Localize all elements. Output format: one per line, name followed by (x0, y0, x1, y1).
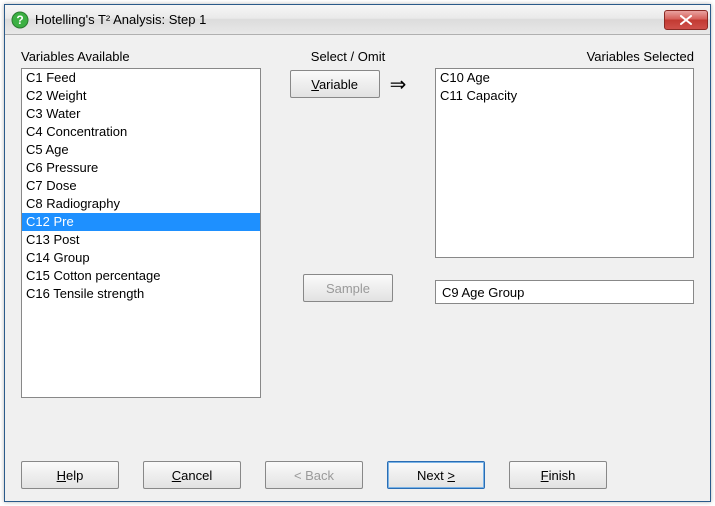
list-item[interactable]: C15 Cotton percentage (22, 267, 260, 285)
list-item[interactable]: C13 Post (22, 231, 260, 249)
selected-label: Variables Selected (435, 49, 694, 64)
back-button[interactable]: < Back (265, 461, 363, 489)
dialog-window: ? Hotelling's T² Analysis: Step 1 Variab… (4, 4, 711, 502)
variables-selected-listbox[interactable]: C10 AgeC11 Capacity (435, 68, 694, 258)
help-button[interactable]: Help (21, 461, 119, 489)
svg-text:?: ? (16, 13, 23, 27)
select-omit-label: Select / Omit (273, 49, 423, 64)
sample-button[interactable]: Sample (303, 274, 393, 302)
help-icon: ? (11, 11, 29, 29)
close-icon (680, 15, 692, 25)
close-button[interactable] (664, 10, 708, 30)
list-item[interactable]: C12 Pre (22, 213, 260, 231)
variable-button[interactable]: Variable (290, 70, 380, 98)
list-item[interactable]: C11 Capacity (436, 87, 693, 105)
dialog-content: Variables Available C1 FeedC2 WeightC3 W… (5, 35, 710, 501)
titlebar: ? Hotelling's T² Analysis: Step 1 (5, 5, 710, 35)
list-item[interactable]: C6 Pressure (22, 159, 260, 177)
list-item[interactable]: C16 Tensile strength (22, 285, 260, 303)
available-label: Variables Available (21, 49, 261, 64)
list-item[interactable]: C1 Feed (22, 69, 260, 87)
list-item[interactable]: C7 Dose (22, 177, 260, 195)
variable-button-row: Variable ⇒ (290, 70, 407, 98)
select-omit-column: Select / Omit Variable ⇒ Sample (273, 49, 423, 441)
variable-button-label: Variable (311, 77, 358, 92)
next-button[interactable]: Next > (387, 461, 485, 489)
list-item[interactable]: C4 Concentration (22, 123, 260, 141)
list-item[interactable]: C3 Water (22, 105, 260, 123)
variables-selected-column: Variables Selected C10 AgeC11 Capacity (435, 49, 694, 441)
arrow-icon: ⇒ (390, 72, 407, 97)
finish-button[interactable]: Finish (509, 461, 607, 489)
list-item[interactable]: C14 Group (22, 249, 260, 267)
list-item[interactable]: C10 Age (436, 69, 693, 87)
list-item[interactable]: C5 Age (22, 141, 260, 159)
sample-field[interactable] (435, 280, 694, 304)
window-title: Hotelling's T² Analysis: Step 1 (35, 12, 664, 27)
list-item[interactable]: C2 Weight (22, 87, 260, 105)
list-item[interactable]: C8 Radiography (22, 195, 260, 213)
variables-available-listbox[interactable]: C1 FeedC2 WeightC3 WaterC4 Concentration… (21, 68, 261, 398)
variables-available-column: Variables Available C1 FeedC2 WeightC3 W… (21, 49, 261, 441)
button-bar: Help Cancel < Back Next > Finish (21, 441, 694, 489)
main-area: Variables Available C1 FeedC2 WeightC3 W… (21, 49, 694, 441)
cancel-button[interactable]: Cancel (143, 461, 241, 489)
